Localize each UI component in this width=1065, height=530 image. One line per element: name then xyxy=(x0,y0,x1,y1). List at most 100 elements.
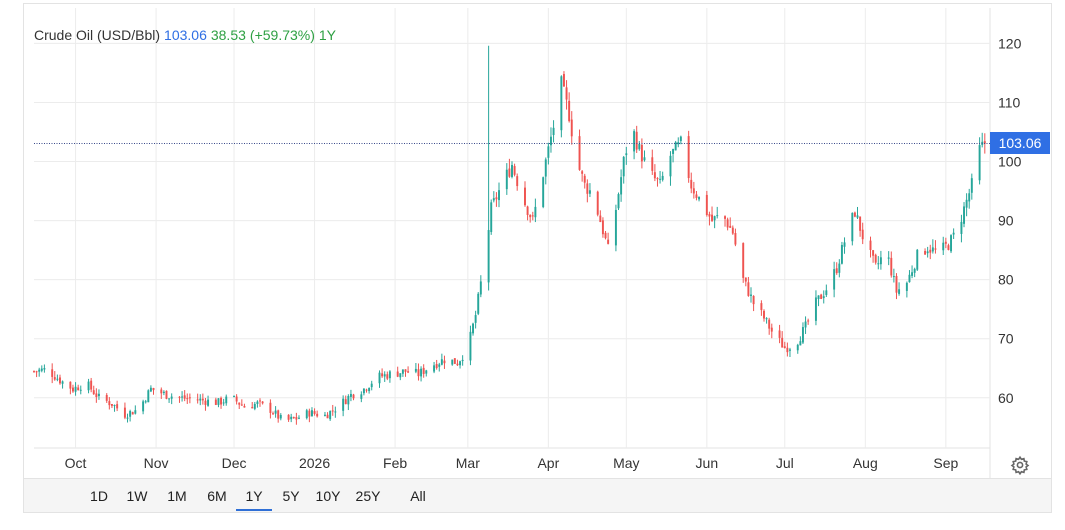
range-button-5y[interactable]: 5Y xyxy=(282,488,300,504)
candle-body xyxy=(633,131,636,152)
candle-body xyxy=(970,178,973,193)
candle-body xyxy=(388,371,391,379)
candle-body xyxy=(261,401,264,404)
candle-body xyxy=(729,225,732,228)
chart-header: Crude Oil (USD/Bbl) 103.06 38.53 (+59.73%) 1… xyxy=(34,27,340,43)
candle-body xyxy=(960,221,963,234)
candle-body xyxy=(856,215,859,218)
candle-body xyxy=(651,157,654,171)
instrument-name: Crude Oil (USD/Bbl) xyxy=(34,27,161,43)
candle-body xyxy=(129,411,132,417)
candle-body xyxy=(147,390,150,403)
range-button-6m[interactable]: 6M xyxy=(207,488,227,504)
candle-body xyxy=(963,206,965,224)
candle-body xyxy=(604,232,607,239)
y-tick-label: 80 xyxy=(998,272,1014,288)
candle-body xyxy=(425,370,428,374)
x-tick-label: Aug xyxy=(853,455,878,471)
candle-body xyxy=(705,194,708,216)
candle-body xyxy=(711,214,714,221)
candle-body xyxy=(420,368,423,377)
candle-body xyxy=(968,193,971,202)
candle-body xyxy=(656,178,659,180)
candle-body xyxy=(820,294,823,299)
x-tick-label: Mar xyxy=(456,455,480,471)
candle-body xyxy=(238,402,241,405)
candle-body xyxy=(61,381,64,384)
range-button-1w[interactable]: 1W xyxy=(126,488,148,504)
candle-body xyxy=(490,202,493,232)
candle-body xyxy=(942,242,945,251)
candle-body xyxy=(877,263,880,265)
candle-body xyxy=(698,196,701,200)
candle-body xyxy=(905,282,908,291)
range-button-25y[interactable]: 25Y xyxy=(355,488,381,504)
candle-body xyxy=(162,391,165,393)
settings-button[interactable] xyxy=(1010,455,1030,476)
candle-body xyxy=(770,327,773,332)
candle-body xyxy=(861,229,864,240)
candle-body xyxy=(69,381,72,389)
candle-body xyxy=(760,303,763,311)
candle-body xyxy=(201,398,204,401)
range-button-1d[interactable]: 1D xyxy=(90,488,108,504)
candle-body xyxy=(305,410,308,419)
candle-body xyxy=(92,390,95,395)
candle-body xyxy=(869,240,872,250)
candle-body xyxy=(313,411,316,414)
candle-body xyxy=(329,410,332,420)
candle-body xyxy=(326,414,329,419)
y-tick-label: 120 xyxy=(998,35,1022,51)
candle-body xyxy=(640,144,643,162)
candle-body xyxy=(59,377,61,384)
candle-body xyxy=(435,364,438,369)
candle-body xyxy=(586,183,589,194)
x-tick-label: Dec xyxy=(222,455,247,471)
candle-body xyxy=(508,168,511,177)
candle-body xyxy=(768,319,771,329)
candle-body xyxy=(342,398,345,411)
candle-body xyxy=(583,175,586,183)
y-tick-label: 90 xyxy=(998,213,1014,229)
candle-body xyxy=(799,341,802,346)
candle-body xyxy=(620,177,623,195)
candle-body xyxy=(513,166,516,175)
range-button-all[interactable]: All xyxy=(410,488,426,504)
candle-body xyxy=(472,323,475,334)
candle-body xyxy=(853,212,856,217)
candle-body xyxy=(272,413,274,415)
candle-body xyxy=(965,199,968,208)
candle-body xyxy=(887,257,890,259)
candle-body xyxy=(596,191,599,215)
candle-body xyxy=(186,398,189,400)
candle-body xyxy=(386,374,389,379)
candle-body xyxy=(207,399,210,406)
candle-body xyxy=(199,398,202,401)
candle-body xyxy=(833,269,836,290)
candle-body xyxy=(716,215,719,217)
candle-body xyxy=(713,216,716,221)
price-change-percent: (+59.73%) xyxy=(249,27,315,43)
range-button-10y[interactable]: 10Y xyxy=(315,488,341,504)
candle-body xyxy=(783,346,786,349)
candle-body xyxy=(672,148,675,154)
range-button-1y[interactable]: 1Y xyxy=(236,487,272,511)
candle-body xyxy=(170,396,173,399)
candle-body xyxy=(674,142,677,151)
candle-body xyxy=(838,263,841,273)
candle-body xyxy=(562,74,565,87)
candle-body xyxy=(492,198,495,201)
range-button-1m[interactable]: 1M xyxy=(167,488,187,504)
candle-body xyxy=(97,393,100,397)
candle-body xyxy=(695,194,698,198)
candle-body xyxy=(474,315,477,323)
y-tick-label: 60 xyxy=(998,390,1014,406)
candle-body xyxy=(840,244,843,264)
candle-body xyxy=(74,386,77,392)
candle-body xyxy=(407,371,410,373)
candle-body xyxy=(851,212,854,242)
candle-body xyxy=(750,294,752,296)
candle-body xyxy=(747,282,750,296)
candle-body xyxy=(461,359,464,362)
